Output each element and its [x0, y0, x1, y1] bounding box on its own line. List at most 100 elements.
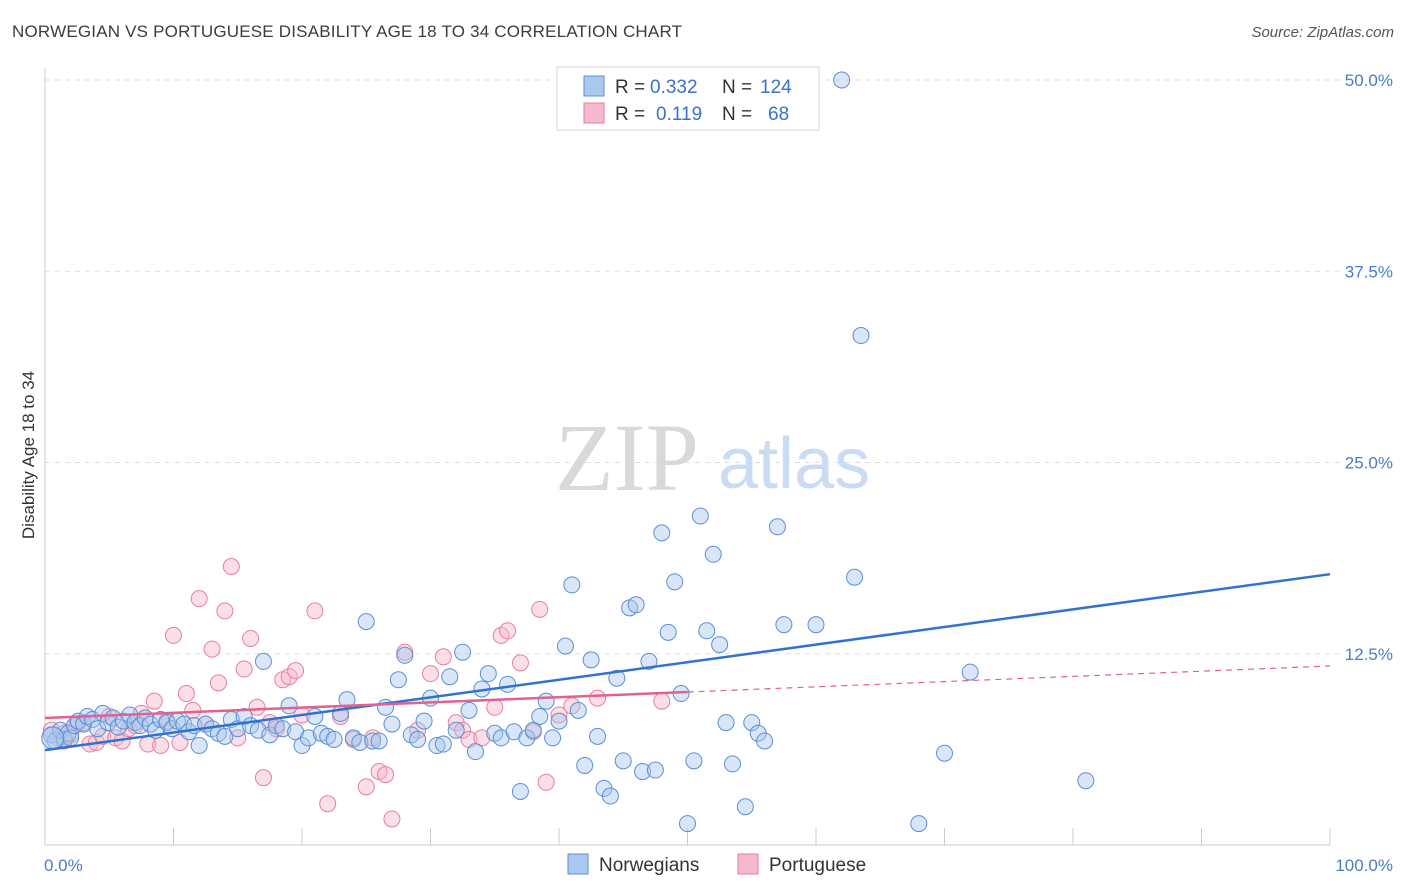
watermark-atlas: atlas	[718, 424, 870, 504]
norwegian-point	[396, 646, 414, 664]
portuguese-point	[254, 769, 272, 787]
norwegian-point	[531, 707, 549, 725]
y-tick-label: 25.0%	[1345, 454, 1393, 473]
portuguese-point	[190, 590, 208, 608]
portuguese-point	[499, 622, 517, 640]
norwegian-point	[679, 815, 696, 833]
norwegian-point	[961, 663, 979, 681]
portuguese-point	[280, 668, 298, 686]
norwegian-point	[511, 782, 529, 800]
norwegian-point	[235, 707, 253, 725]
legend-r-label: R =	[615, 104, 645, 125]
norwegian-point	[634, 763, 652, 781]
y-tick-labels: 12.5% 25.0% 37.5% 50.0%	[1345, 71, 1393, 664]
correlation-legend: R = 0.332 N = 124 R = 0.119 N = 68	[556, 66, 820, 131]
norwegian-points	[41, 71, 1095, 833]
watermark-zip: ZIP	[555, 404, 699, 511]
norwegian-point	[1077, 772, 1095, 790]
source-credit: Source: ZipAtlas.com	[1251, 24, 1394, 41]
norwegian-point	[775, 616, 793, 634]
legend-r-label: R =	[615, 77, 645, 98]
norwegian-point	[537, 692, 555, 710]
legend-r-value: 0.332	[650, 77, 698, 98]
norwegian-point	[389, 671, 407, 689]
portuguese-point	[235, 660, 253, 678]
norwegian-point	[666, 573, 684, 591]
series-label-portuguese: Portuguese	[769, 855, 866, 876]
norwegians-trend-line	[44, 572, 1331, 752]
portuguese-point	[209, 674, 227, 692]
legend-n-value: 68	[768, 104, 789, 125]
portuguese-point	[454, 721, 472, 739]
norwegian-point	[704, 545, 722, 563]
portuguese-point	[357, 778, 375, 796]
norwegian-point	[659, 623, 677, 641]
norwegian-point	[357, 613, 375, 631]
norwegian-point	[544, 729, 562, 747]
norwegian-point	[383, 715, 401, 733]
y-axis-label: Disability Age 18 to 34	[19, 371, 38, 539]
portuguese-point	[222, 558, 240, 576]
norwegian-point	[723, 755, 741, 773]
norwegian-point	[852, 327, 870, 345]
portuguese-point	[589, 689, 607, 707]
portuguese-point	[229, 729, 247, 747]
norwegian-point	[364, 732, 382, 750]
norwegian-point	[556, 637, 574, 655]
y-tick-label: 37.5%	[1345, 262, 1393, 281]
portuguese-trend-extension	[687, 665, 1331, 693]
norwegian-point	[608, 669, 626, 687]
norwegian-point	[833, 71, 851, 89]
norwegian-point	[910, 815, 928, 833]
norwegian-point	[466, 743, 484, 761]
portuguese-point	[184, 701, 202, 719]
x-tick-labels: 0.0% 100.0%	[44, 856, 1393, 875]
norwegian-point	[94, 704, 112, 722]
legend-n-value: 124	[760, 77, 792, 98]
norwegian-point	[653, 524, 671, 542]
norwegian-point	[447, 721, 465, 739]
norwegian-point	[524, 721, 542, 739]
norwegian-point	[370, 732, 388, 750]
portuguese-point	[242, 629, 260, 647]
chart-title: NORWEGIAN VS PORTUGUESE DISABILITY AGE 1…	[12, 22, 683, 41]
portuguese-point	[152, 737, 170, 755]
portuguese-point	[434, 648, 452, 666]
legend-n-label: N =	[722, 77, 752, 98]
portuguese-point	[473, 729, 491, 747]
norwegian-point	[325, 730, 343, 748]
portuguese-point	[486, 698, 504, 716]
norwegian-point	[569, 701, 587, 719]
portuguese-point	[248, 698, 266, 716]
norwegian-point	[691, 507, 709, 525]
series-label-norwegians: Norwegians	[599, 855, 699, 876]
norwegian-point	[306, 707, 324, 725]
norwegian-point	[415, 712, 433, 730]
legend-swatch-portuguese	[583, 102, 605, 124]
norwegian-point	[717, 714, 735, 732]
legend-n-label: N =	[722, 104, 752, 125]
trend-lines	[44, 572, 1331, 752]
norwegian-point	[454, 643, 472, 661]
norwegian-point	[89, 720, 107, 738]
norwegian-point	[351, 733, 369, 751]
y-tick-label: 12.5%	[1345, 645, 1393, 664]
norwegian-point	[807, 616, 825, 634]
norwegian-point	[768, 518, 786, 536]
norwegian-point	[646, 761, 664, 779]
norwegian-point	[756, 732, 774, 750]
norwegian-point	[190, 737, 208, 755]
portuguese-point	[377, 766, 395, 784]
norwegian-point	[936, 744, 953, 762]
norwegian-point	[582, 651, 600, 669]
norwegian-point	[614, 752, 632, 770]
portuguese-points	[42, 558, 671, 828]
portuguese-point	[145, 692, 163, 710]
norwegian-point	[711, 636, 729, 654]
portuguese-point	[537, 773, 555, 791]
norwegian-point	[589, 727, 607, 745]
portuguese-point	[165, 626, 182, 644]
series-swatch-norwegians	[567, 853, 589, 875]
norwegian-point	[441, 668, 459, 686]
